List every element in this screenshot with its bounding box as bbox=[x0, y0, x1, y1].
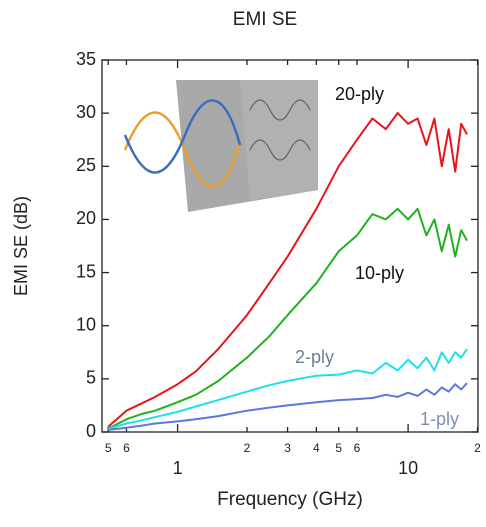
x-tick-label: 6 bbox=[354, 441, 361, 455]
y-tick-label: 20 bbox=[76, 208, 96, 228]
plot-frame bbox=[101, 59, 479, 433]
x-tick-label: 4 bbox=[313, 441, 320, 455]
y-tick-label: 0 bbox=[86, 421, 96, 441]
series-label: 2-ply bbox=[295, 347, 334, 367]
y-tick-label: 25 bbox=[76, 155, 96, 175]
x-tick-label: 3 bbox=[284, 441, 291, 455]
series-label: 20-ply bbox=[335, 84, 384, 104]
x-tick-label: 1 bbox=[173, 458, 183, 478]
x-tick-label: 5 bbox=[335, 441, 342, 455]
x-tick-label: 6 bbox=[123, 441, 130, 455]
y-axis-label: EMI SE (dB) bbox=[11, 196, 31, 296]
x-axis-label: Frequency (GHz) bbox=[217, 489, 363, 510]
x-tick-label: 10 bbox=[398, 458, 418, 478]
y-tick-label: 5 bbox=[86, 368, 96, 388]
x-tick-label: 5 bbox=[105, 441, 112, 455]
chart-title: EMI SE bbox=[233, 9, 297, 30]
x-tick-label: 2 bbox=[244, 441, 251, 455]
series-line bbox=[107, 207, 468, 430]
y-tick-label: 35 bbox=[76, 49, 96, 69]
x-tick-label: 2 bbox=[474, 441, 481, 455]
series-label: 1-ply bbox=[420, 409, 459, 429]
series-line bbox=[108, 382, 468, 431]
y-tick-label: 10 bbox=[76, 314, 96, 334]
y-tick-label: 30 bbox=[76, 102, 96, 122]
y-tick-label: 15 bbox=[76, 261, 96, 281]
inset-image bbox=[123, 80, 318, 212]
series-label: 10-ply bbox=[355, 263, 404, 283]
series-line bbox=[107, 348, 468, 430]
series-line bbox=[107, 112, 468, 428]
